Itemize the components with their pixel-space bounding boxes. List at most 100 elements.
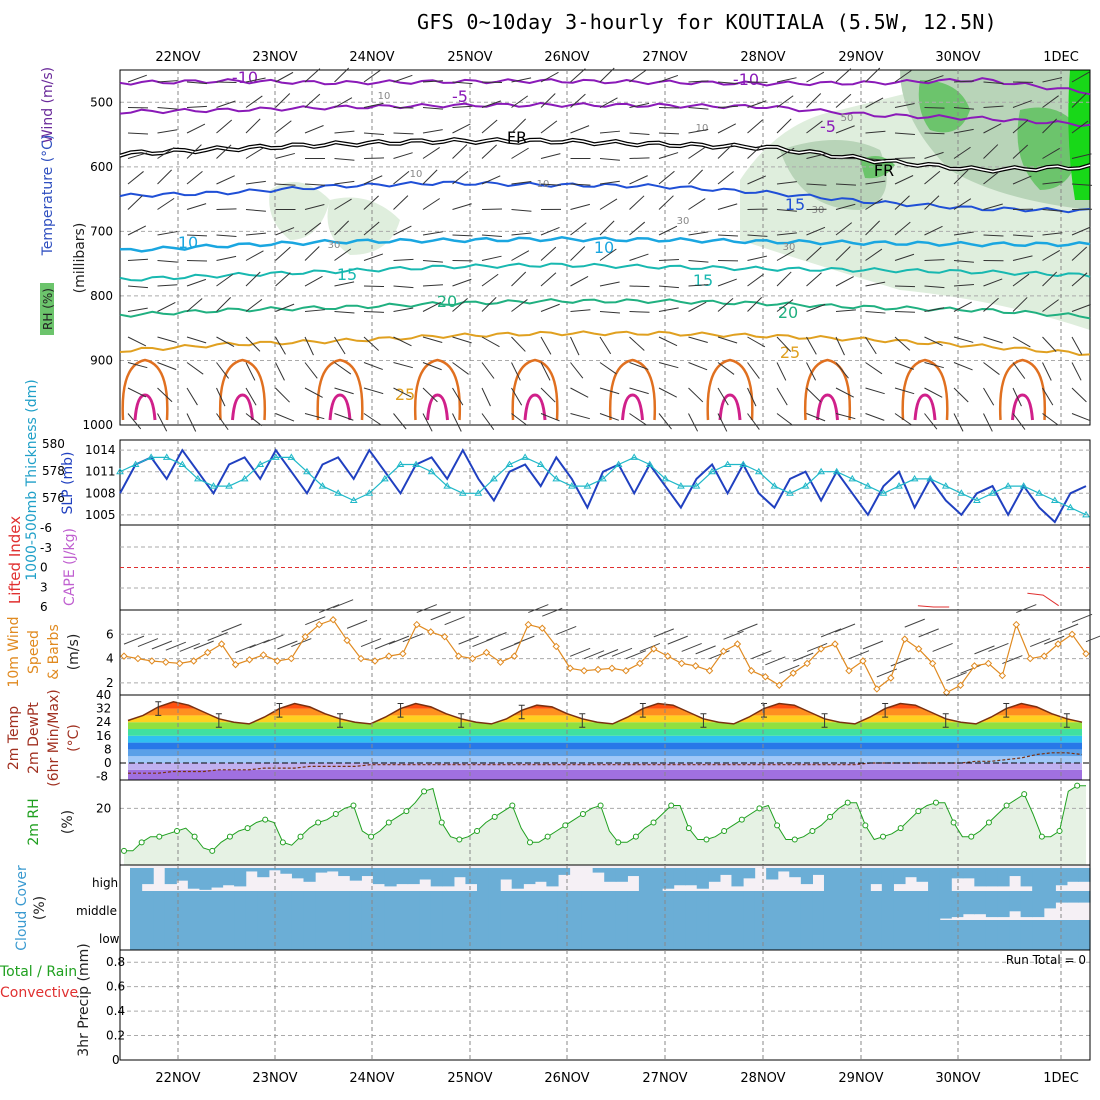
slp-axis-label: SLP (mb) (60, 451, 76, 514)
contour-FR-inner (119, 138, 1091, 173)
wind-speed-marker (538, 624, 546, 632)
cloud-bar-low (407, 920, 420, 950)
wind-barb-10m (346, 619, 368, 629)
wind-barb (393, 336, 412, 347)
wind-barb (393, 258, 414, 261)
cloud-bar-low (176, 920, 189, 950)
wind-barb-10m (904, 618, 925, 628)
wind-barb (717, 362, 735, 375)
wind-barb (776, 299, 794, 312)
wind-barb (658, 307, 679, 312)
temp-minmax-bar (155, 701, 162, 716)
thickness-marker (256, 460, 265, 468)
cloud-bar-high (511, 868, 524, 889)
contour-label: -10 (232, 68, 258, 87)
wind-barb (275, 152, 295, 159)
wind-barb (422, 198, 440, 210)
temp-minmax-bar (458, 713, 465, 728)
wind-barb (924, 132, 945, 135)
wind-barb-10m (416, 604, 437, 614)
thickness-marker (162, 453, 171, 460)
wind-barb (304, 183, 325, 186)
wind-barb (334, 97, 353, 108)
cloud-bar-low (939, 920, 952, 950)
cloud-bar-high (650, 868, 663, 891)
cloud-bar-middle (523, 891, 536, 920)
wind-barb-10m (667, 635, 688, 645)
wind-speed-marker (217, 640, 226, 648)
cloud-bar-middle (1020, 891, 1033, 918)
wind-barb (1042, 181, 1063, 185)
rh-marker (968, 833, 975, 840)
rh-marker (862, 822, 869, 829)
wind-barb (865, 220, 881, 236)
wind-barb (452, 203, 472, 210)
date-label-top: 23NOV (252, 50, 297, 65)
wind-barb (658, 413, 672, 430)
wind-barb (157, 169, 172, 185)
thickness-marker (427, 467, 436, 475)
wind-barb (245, 147, 264, 159)
wind-barb (245, 95, 263, 108)
cloud-bar-middle (685, 891, 698, 920)
wind-barb (540, 153, 561, 159)
wind-barb (304, 68, 321, 83)
cloud-bar-low (280, 920, 293, 950)
wind-barb (452, 362, 469, 375)
wind-barb (658, 132, 680, 135)
wind-barb (275, 93, 291, 108)
wind-barb (127, 285, 148, 289)
wind-barb (865, 248, 883, 261)
cloud-bar-middle (245, 891, 258, 920)
thickness-marker (910, 474, 919, 482)
wind-barb (422, 336, 443, 343)
wind-barb (1012, 144, 1029, 159)
cloud-bar-low (130, 920, 143, 950)
wind-barb-10m (305, 616, 326, 626)
wind-speed-marker (120, 652, 128, 660)
wind-barb (658, 225, 678, 236)
wind-barb (865, 387, 885, 395)
wind-barb (747, 387, 757, 407)
temp-axis-label: (6hr Min/Max) (46, 689, 62, 786)
wind-barb (334, 387, 354, 395)
wind-barb (245, 298, 263, 312)
wind-barb (481, 273, 499, 287)
thickness-marker (988, 489, 997, 496)
wind-speed-marker (970, 662, 979, 670)
cloud-bar-low (210, 920, 224, 950)
wind-speed-marker (329, 616, 337, 624)
thickness-marker (380, 474, 389, 482)
wind-barb (363, 362, 383, 370)
thickness-tick-label: 578 (42, 464, 65, 478)
cloud-bar-low (326, 920, 339, 950)
cloud-bar-middle (534, 891, 547, 920)
wind-barb (599, 198, 618, 210)
cloud-row-label: low (99, 932, 120, 946)
wind-barb (540, 362, 551, 381)
wind-barb (452, 278, 472, 287)
wind-barb-10m (834, 623, 856, 633)
rh-marker (579, 811, 586, 817)
date-label-top: 22NOV (155, 50, 200, 65)
date-label-bottom: 23NOV (252, 1071, 297, 1086)
thickness-marker (1035, 489, 1044, 496)
date-axis-bottom: 22NOV 23NOV 24NOV 25NOV 26NOV 27NOV 28NOV 29NOV… (155, 1071, 1078, 1086)
cloud-bar-high (349, 868, 362, 881)
wind-tick-label: 6 (106, 627, 114, 641)
wind-barb (953, 260, 974, 263)
wind-barb-10m (249, 639, 270, 649)
thickness-marker (396, 460, 405, 468)
wind-barb (658, 336, 678, 347)
cloud-bar-low (453, 920, 467, 950)
wind-barb (806, 336, 817, 355)
panel-precip: 0.8 0.6 0.4 0.2 0 Run Total = 0 (106, 949, 1091, 1067)
thickness-marker (552, 474, 561, 482)
temp-axis-label: 2m DewPt (26, 702, 42, 774)
wind-barb (127, 195, 143, 210)
thickness-marker (754, 467, 763, 475)
cloud-bar-high (928, 868, 941, 891)
panel-cloud-cover: high middle low (76, 864, 1091, 951)
wind-barb-10m (625, 650, 647, 660)
wind-barb-10m (597, 649, 619, 658)
